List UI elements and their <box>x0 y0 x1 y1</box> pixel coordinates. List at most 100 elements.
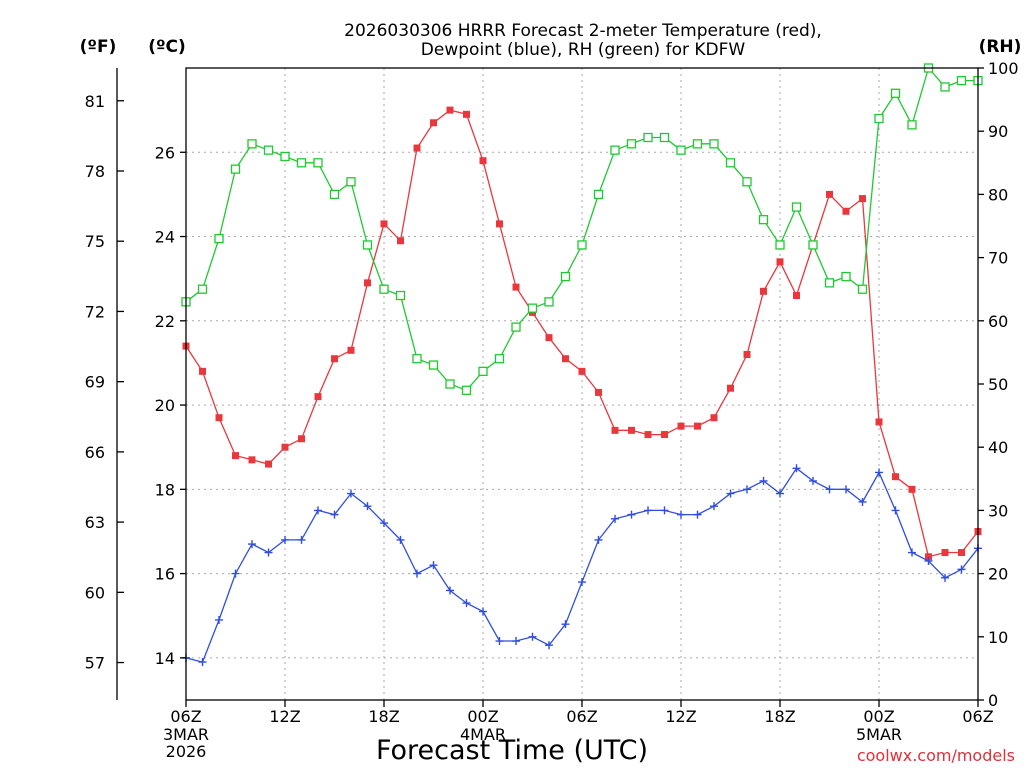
rh-point <box>511 322 521 332</box>
celsius-tick-label: 20 <box>155 396 175 415</box>
rh-point <box>791 202 802 212</box>
x-tick-label: 00Z <box>467 707 498 726</box>
temperature-point <box>611 426 619 434</box>
dewpoint-point <box>891 506 900 515</box>
dewpoint-point <box>611 514 619 523</box>
rh-point <box>890 88 901 98</box>
dewpoint-point <box>825 485 834 494</box>
dewpoint-point <box>776 489 784 498</box>
rh-point <box>296 158 307 168</box>
temperature-point <box>875 418 883 426</box>
rh-point <box>610 145 620 155</box>
celsius-tick-label: 26 <box>155 143 175 162</box>
fahrenheit-tick-label: 57 <box>85 654 105 673</box>
temperature-point <box>364 279 371 287</box>
dewpoint-point <box>363 502 372 511</box>
fahrenheit-tick-label: 72 <box>85 302 105 321</box>
rh-tick-label: 60 <box>988 312 1008 331</box>
rh-point <box>643 132 653 143</box>
temperature-point <box>925 553 932 561</box>
temperature-point <box>545 334 553 342</box>
rh-point <box>379 284 389 294</box>
rh-point <box>676 145 686 155</box>
rh-point <box>494 354 505 364</box>
dewpoint-point <box>462 599 471 608</box>
rh-point <box>857 284 868 294</box>
rh-unit-label: (RH) <box>979 37 1022 57</box>
temperature-point <box>397 237 404 245</box>
temperature-point <box>232 452 239 460</box>
temperature-point <box>298 435 305 443</box>
rh-point <box>808 240 818 250</box>
rh-point <box>544 297 554 307</box>
rh-point <box>280 151 290 162</box>
temperature-point <box>694 422 701 430</box>
temperature-point <box>413 144 421 152</box>
x-tick-date-label: 4MAR <box>460 725 506 744</box>
dewpoint-point <box>215 615 223 624</box>
rh-tick-label: 30 <box>988 501 1008 520</box>
dewpoint-point <box>875 468 883 477</box>
dewpoint-point <box>528 632 537 641</box>
x-axis-title: Forecast Time (UTC) <box>376 735 648 766</box>
dewpoint-point <box>924 556 933 565</box>
rh-point <box>956 75 967 86</box>
dewpoint-point <box>644 506 652 515</box>
celsius-tick-label: 16 <box>155 565 175 584</box>
temperature-point <box>265 460 272 468</box>
temperature-point <box>710 414 718 422</box>
rh-point <box>659 132 670 143</box>
dewpoint-point <box>743 485 751 494</box>
rh-point <box>428 360 439 370</box>
chart-title: 2026030306 HRRR Forecast 2-meter Tempera… <box>344 21 822 41</box>
rh-point <box>593 189 604 200</box>
temperature-point <box>430 119 437 127</box>
rh-tick-label: 100 <box>988 59 1019 78</box>
dewpoint-point <box>858 497 867 506</box>
temperature-point <box>628 426 635 434</box>
rh-point <box>247 139 257 149</box>
rh-point <box>824 278 835 288</box>
dewpoint-point <box>264 548 273 557</box>
credit-label: coolwx.com/models <box>857 746 1015 765</box>
rh-point <box>907 120 917 130</box>
rh-point <box>841 271 851 282</box>
temperature-point <box>347 346 355 354</box>
temperature-point <box>644 431 652 439</box>
temperature-point <box>479 157 487 165</box>
dewpoint-point <box>792 464 801 473</box>
celsius-tick-label: 18 <box>155 480 175 499</box>
grid-lines <box>186 68 978 700</box>
dewpoint-point <box>693 510 702 519</box>
temperature-point <box>743 351 751 359</box>
rh-point <box>461 385 472 395</box>
temperature-point <box>908 485 916 493</box>
temperature-point <box>727 384 734 392</box>
rh-point <box>560 271 571 282</box>
rh-point <box>478 366 488 377</box>
rh-point <box>346 177 356 187</box>
dewpoint-point <box>627 510 636 519</box>
x-tick-date-label: 5MAR <box>856 725 902 744</box>
dewpoint-point <box>396 535 405 544</box>
dewpoint-point <box>578 578 586 587</box>
dewpoint-point <box>248 540 256 549</box>
rh-point <box>197 284 208 294</box>
temperature-point <box>760 287 767 295</box>
temperature-point <box>859 195 866 203</box>
dewpoint-point <box>231 569 240 578</box>
x-tick-label: 12Z <box>269 707 300 726</box>
dewpoint-point <box>759 476 768 485</box>
chart-subtitle: Dewpoint (blue), RH (green) for KDFW <box>421 40 746 60</box>
dewpoint-point <box>842 485 850 494</box>
dewpoint-point <box>297 535 306 544</box>
rh-point <box>775 240 785 250</box>
x-tick-year-label: 2026 <box>166 742 207 761</box>
dewpoint-point <box>561 620 570 629</box>
rh-tick-label: 10 <box>988 628 1008 647</box>
dewpoint-point <box>479 607 487 616</box>
rh-point <box>626 139 637 149</box>
rh-tick-label: 70 <box>988 249 1008 268</box>
